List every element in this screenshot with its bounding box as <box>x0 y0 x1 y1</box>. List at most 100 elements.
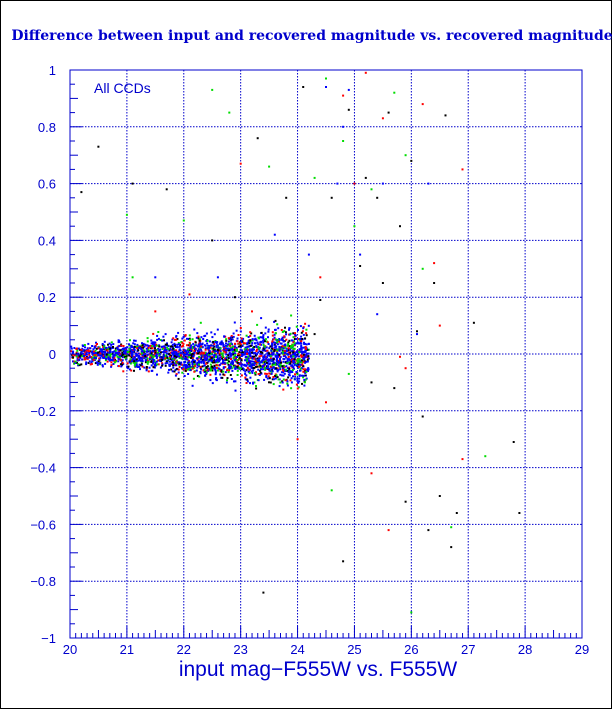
band-point <box>295 342 298 345</box>
band-point <box>244 372 247 375</box>
band-point <box>187 363 190 366</box>
band-point <box>241 344 244 347</box>
band-point <box>225 342 227 345</box>
band-point <box>206 339 209 342</box>
band-point <box>204 374 207 377</box>
band-point <box>279 381 282 384</box>
band-point <box>269 355 272 358</box>
band-point <box>292 351 295 354</box>
band-point <box>187 373 190 375</box>
band-point <box>128 354 131 357</box>
band-point <box>149 350 152 353</box>
band-point <box>164 346 167 349</box>
band-point <box>222 361 224 364</box>
band-point <box>175 362 178 364</box>
band-point <box>239 344 242 347</box>
band-point <box>292 375 294 378</box>
band-point <box>221 352 224 355</box>
band-point <box>262 356 265 359</box>
band-point <box>173 370 176 373</box>
band-point <box>72 360 74 363</box>
band-point <box>212 361 214 364</box>
band-point <box>282 340 285 343</box>
band-point <box>84 357 87 360</box>
data-point-blue <box>416 333 418 336</box>
band-point <box>293 342 296 345</box>
band-point <box>262 368 265 371</box>
band-point <box>150 347 153 350</box>
band-point <box>112 353 115 356</box>
band-point <box>231 349 234 352</box>
band-point <box>216 341 219 344</box>
band-point <box>135 361 138 364</box>
band-point <box>239 343 242 346</box>
band-point <box>246 342 249 345</box>
band-point <box>238 356 241 359</box>
band-point <box>177 343 180 346</box>
band-point <box>307 357 310 360</box>
band-point <box>284 331 287 334</box>
band-point <box>246 378 249 381</box>
band-point <box>273 336 276 339</box>
band-point <box>131 360 133 363</box>
band-point <box>139 346 141 349</box>
band-point <box>99 350 102 353</box>
band-point <box>165 349 168 351</box>
data-point-red <box>342 94 345 97</box>
band-point <box>275 358 278 361</box>
band-point <box>278 355 281 358</box>
band-point <box>236 337 239 340</box>
band-point <box>225 358 228 361</box>
band-point <box>155 343 158 346</box>
band-point <box>272 383 275 386</box>
band-point <box>183 357 186 360</box>
band-point <box>174 353 177 356</box>
band-point <box>134 352 137 355</box>
band-point <box>255 365 257 368</box>
band-point <box>255 339 258 342</box>
band-point <box>188 337 191 340</box>
band-point <box>149 354 152 357</box>
band-point <box>205 359 208 362</box>
band-point <box>139 357 142 360</box>
band-point <box>240 365 243 368</box>
band-point <box>100 349 103 352</box>
band-point <box>262 355 265 358</box>
band-point <box>276 370 279 373</box>
band-point <box>231 336 233 339</box>
band-point <box>236 361 239 364</box>
band-point <box>285 356 287 359</box>
data-point-black <box>347 108 350 111</box>
band-point <box>252 369 255 372</box>
band-point <box>200 357 203 359</box>
band-point <box>142 350 145 353</box>
band-point <box>230 353 233 356</box>
band-point <box>175 373 178 376</box>
band-point <box>284 361 287 364</box>
band-point <box>282 357 285 360</box>
band-point <box>239 330 242 333</box>
band-point <box>261 361 264 364</box>
band-point <box>108 342 111 345</box>
band-point <box>291 371 294 373</box>
band-point <box>188 349 191 352</box>
band-point <box>294 343 297 346</box>
band-point <box>134 339 137 342</box>
band-point <box>259 352 262 355</box>
band-point <box>128 352 131 355</box>
band-point <box>273 333 276 336</box>
band-point <box>265 357 268 360</box>
band-point <box>276 338 279 341</box>
band-point <box>302 333 305 336</box>
band-point <box>257 346 260 348</box>
band-point <box>300 342 303 345</box>
band-point <box>236 340 239 343</box>
band-point <box>270 372 273 375</box>
band-point <box>114 349 117 352</box>
band-point <box>230 367 233 370</box>
band-point <box>104 362 107 365</box>
band-point <box>95 357 97 360</box>
band-point <box>145 347 148 350</box>
band-point <box>285 338 288 341</box>
band-point <box>88 353 91 356</box>
